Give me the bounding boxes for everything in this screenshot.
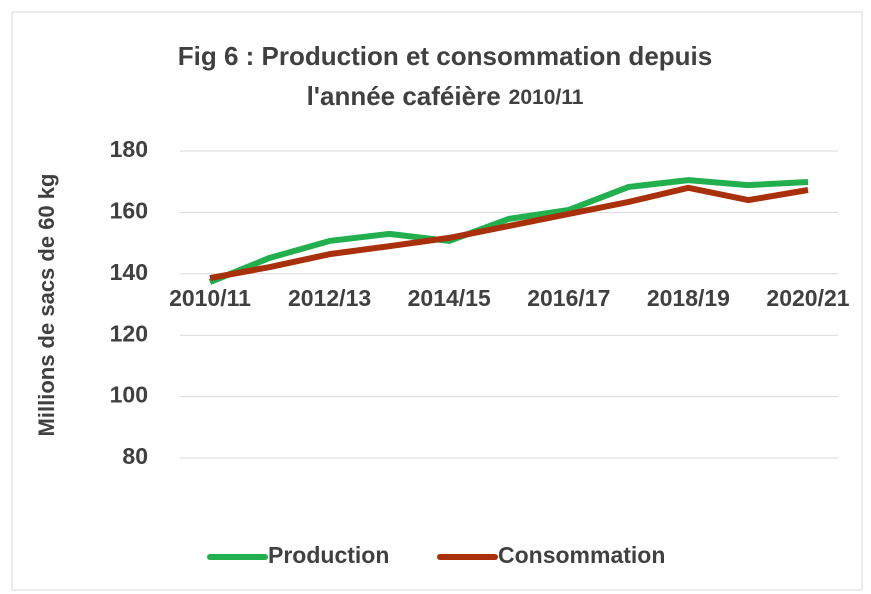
series-line <box>209 184 809 282</box>
x-tick-label: 2016/17 <box>527 285 610 311</box>
x-tick-label: 2014/15 <box>408 285 491 311</box>
x-tick-label: 2020/21 <box>766 285 849 311</box>
y-axis-label: Millions de sacs de 60 kg <box>34 174 59 437</box>
y-tick-label: 140 <box>110 259 148 285</box>
chart-title: l'année caféière 2010/11 <box>307 81 584 111</box>
y-tick-label: 100 <box>110 382 148 408</box>
chart-border <box>11 11 863 591</box>
y-tick-label: 160 <box>110 197 148 223</box>
chart-title-line: l'année caféière <box>307 81 501 111</box>
y-tick-label: 180 <box>110 136 148 162</box>
legend-label: Consommation <box>498 542 665 568</box>
x-tick-label: 2012/13 <box>288 285 371 311</box>
x-tick-label: 2018/19 <box>647 285 730 311</box>
chart-title-year: 2010/11 <box>509 86 584 109</box>
x-tick-label: 2010/11 <box>169 285 251 311</box>
legend-label: Production <box>268 542 389 568</box>
series-line <box>208 177 809 285</box>
y-tick-label: 120 <box>110 320 148 346</box>
chart-title: Fig 6 : Production et consommation depui… <box>178 41 712 71</box>
y-tick-label: 80 <box>122 443 148 469</box>
